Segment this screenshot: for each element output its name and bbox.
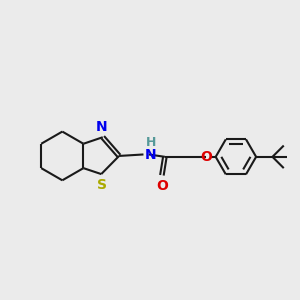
- Text: O: O: [200, 149, 212, 164]
- Text: S: S: [97, 178, 107, 192]
- Text: N: N: [144, 148, 156, 162]
- Text: O: O: [156, 179, 168, 193]
- Text: N: N: [96, 120, 108, 134]
- Text: H: H: [146, 136, 156, 149]
